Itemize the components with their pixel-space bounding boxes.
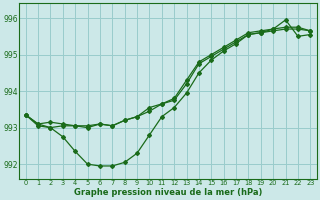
X-axis label: Graphe pression niveau de la mer (hPa): Graphe pression niveau de la mer (hPa)	[74, 188, 262, 197]
